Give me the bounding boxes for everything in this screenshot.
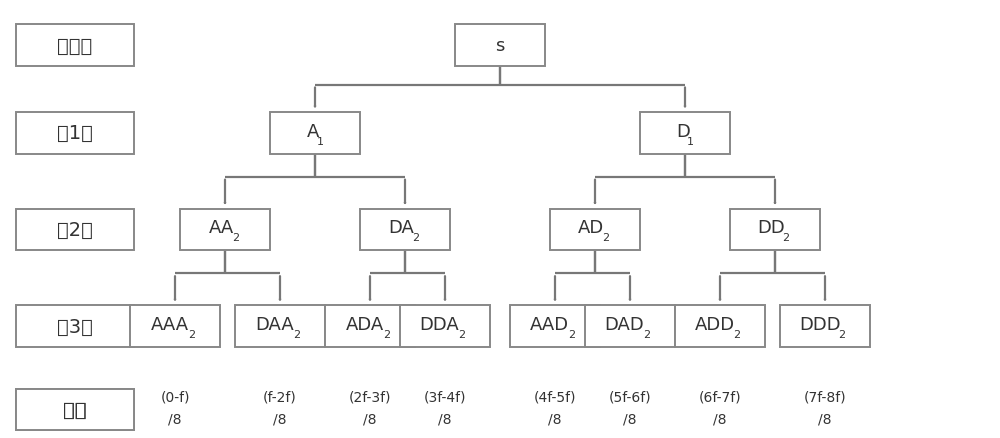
Text: (3f-4f): (3f-4f) xyxy=(424,389,466,403)
Bar xyxy=(360,209,450,251)
Text: 2: 2 xyxy=(412,233,419,243)
Text: DDA: DDA xyxy=(420,315,459,333)
Bar xyxy=(16,113,134,155)
Text: AD: AD xyxy=(578,219,605,237)
Text: (5f-6f): (5f-6f) xyxy=(609,389,651,403)
Bar xyxy=(16,209,134,251)
Text: 第3层: 第3层 xyxy=(57,317,93,336)
Text: 1: 1 xyxy=(687,137,694,146)
Text: /8: /8 xyxy=(548,411,562,425)
Bar xyxy=(550,209,640,251)
Text: /8: /8 xyxy=(273,411,287,425)
Bar xyxy=(730,209,820,251)
Text: (f-2f): (f-2f) xyxy=(263,389,297,403)
Text: DD: DD xyxy=(758,219,785,237)
Text: 2: 2 xyxy=(643,329,650,339)
Text: 频带: 频带 xyxy=(63,400,87,419)
Text: /8: /8 xyxy=(168,411,182,425)
Text: /8: /8 xyxy=(438,411,452,425)
Text: 原信号: 原信号 xyxy=(57,36,93,56)
Bar xyxy=(400,306,490,347)
Text: DDD: DDD xyxy=(799,315,840,333)
Bar xyxy=(16,25,134,67)
Text: /8: /8 xyxy=(713,411,727,425)
Text: A: A xyxy=(307,122,319,141)
Text: 2: 2 xyxy=(232,233,239,243)
Text: 2: 2 xyxy=(293,329,300,339)
Text: (0-f): (0-f) xyxy=(160,389,190,403)
Bar xyxy=(235,306,325,347)
Bar xyxy=(16,389,134,430)
Text: 2: 2 xyxy=(602,233,609,243)
Bar xyxy=(325,306,415,347)
Text: 1: 1 xyxy=(317,137,324,146)
Text: AAD: AAD xyxy=(530,315,569,333)
Text: /8: /8 xyxy=(363,411,377,425)
Text: DAA: DAA xyxy=(255,315,294,333)
Text: (4f-5f): (4f-5f) xyxy=(534,389,576,403)
Text: /8: /8 xyxy=(818,411,832,425)
Text: ADD: ADD xyxy=(695,315,735,333)
Bar xyxy=(16,306,134,347)
Text: 2: 2 xyxy=(568,329,575,339)
Text: (7f-8f): (7f-8f) xyxy=(804,389,846,403)
Text: 2: 2 xyxy=(733,329,740,339)
Text: s: s xyxy=(495,37,505,55)
Text: 2: 2 xyxy=(782,233,789,243)
Bar xyxy=(585,306,675,347)
Text: (6f-7f): (6f-7f) xyxy=(699,389,741,403)
Text: AAA: AAA xyxy=(151,315,189,333)
Text: 频带: 频带 xyxy=(63,400,87,419)
Text: 2: 2 xyxy=(838,329,845,339)
Text: 2: 2 xyxy=(458,329,465,339)
Bar xyxy=(675,306,765,347)
Bar xyxy=(510,306,600,347)
Text: D: D xyxy=(676,122,690,141)
Bar xyxy=(270,113,360,155)
Text: /8: /8 xyxy=(623,411,637,425)
Text: 第2层: 第2层 xyxy=(57,220,93,240)
Bar xyxy=(780,306,870,347)
Bar xyxy=(180,209,270,251)
Bar xyxy=(455,25,545,67)
Text: 2: 2 xyxy=(383,329,390,339)
Bar xyxy=(16,389,134,430)
Text: AA: AA xyxy=(209,219,234,237)
Text: 第1层: 第1层 xyxy=(57,124,93,143)
Text: ADA: ADA xyxy=(345,315,384,333)
Text: DAD: DAD xyxy=(605,315,644,333)
Bar xyxy=(130,306,220,347)
Text: (2f-3f): (2f-3f) xyxy=(349,389,391,403)
Text: 2: 2 xyxy=(188,329,195,339)
Text: DA: DA xyxy=(388,219,414,237)
Bar xyxy=(640,113,730,155)
